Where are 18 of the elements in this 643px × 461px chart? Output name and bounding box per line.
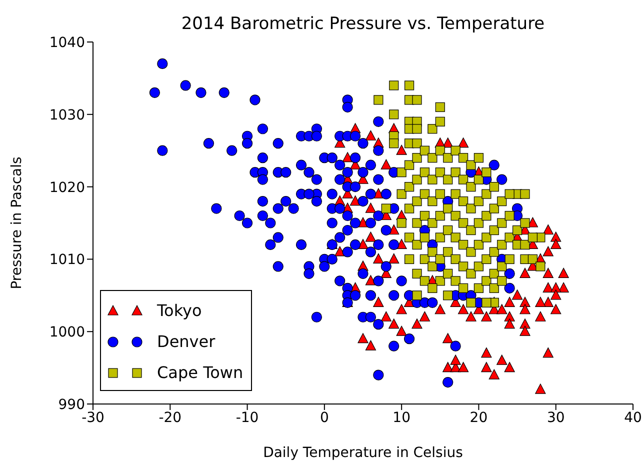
chart-title: 2014 Barometric Pressure vs. Temperature [180,14,546,34]
y-tick-label: 1030 [49,107,85,124]
y-tick-label: 1010 [49,252,85,268]
x-tick-label: -10 [236,410,259,426]
y-tick-label: 1020 [49,180,85,196]
y-tick-label: 1040 [49,34,85,51]
legend-label: Tokyo [157,301,202,320]
y-tick-label: 1000 [49,324,85,341]
x-axis-title: Daily Temperature in Celsius [263,445,463,461]
legend-label: Denver [157,332,216,351]
x-tick-label: 40 [624,410,642,426]
legend-label: Cape Town [157,363,244,382]
x-tick-label: 30 [546,410,565,426]
x-tick-label: 20 [470,410,488,426]
y-axis-title: Pressure in Pascals [8,156,25,290]
x-tick-label: 0 [320,410,329,426]
x-tick-label: -20 [158,410,182,426]
x-tick-label: 10 [392,410,410,426]
